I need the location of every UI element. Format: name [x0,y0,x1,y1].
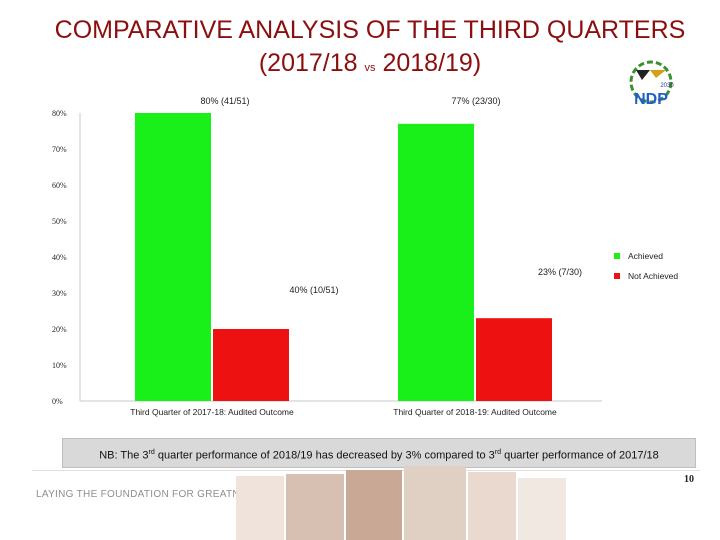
note-part-1: NB: The 3 [99,449,149,462]
data-label: 80% (41/51) [200,96,249,106]
collage-photo-6 [518,478,566,540]
collage-photo-2 [286,474,344,540]
y-tick-label: 40% [52,253,67,262]
bar-chart: 0% 10% 20% 30% 40% 50% 60% 70% 80% 80% (41/51) 40… [52,96,678,417]
bar-achieved-2 [398,123,474,402]
y-tick-label: 50% [52,217,67,226]
bar-achieved-1 [135,113,211,401]
note-part-2: quarter performance of 2018/19 has decre… [154,449,495,462]
legend-label: Achieved [628,251,663,261]
bar-not-achieved-1 [213,329,289,401]
title-line-1: COMPARATIVE ANALYSIS OF THE THIRD QUARTE… [54,16,686,44]
x-category-label: Third Quarter of 2018-19: Audited Outcom… [393,407,557,417]
y-tick-label: 30% [52,289,67,298]
y-tick-label: 60% [52,181,67,190]
y-tick-label: 20% [52,325,67,334]
data-label: 40% (10/51) [289,285,338,295]
data-label: 23% (7/30) [538,267,582,277]
collage-photo-3 [346,470,402,540]
title-period-b: 2018/19) [382,49,482,77]
title-line-2: (2017/18 vs 2018/19) [0,47,720,85]
slide-title: COMPARATIVE ANALYSIS OF THE THIRD QUARTE… [0,14,720,85]
note-sup-2: rd [494,449,502,456]
collage-photo-4 [404,466,466,540]
x-axis-categories: Third Quarter of 2017-18: Audited Outcom… [130,407,557,417]
logo-flag-black [636,70,650,80]
logo-flag-gold [650,70,666,78]
title-vs: vs [364,62,376,74]
legend-swatch [614,253,620,259]
legend-swatch [614,273,620,279]
legend-label: Not Achieved [628,271,678,281]
note-sup-1: rd [148,449,155,456]
data-labels: 80% (41/51) 40% (10/51) 77% (23/30) 23% (7/… [200,96,582,295]
y-tick-label: 10% [52,361,67,370]
x-category-label: Third Quarter of 2017-18: Audited Outcom… [130,407,294,417]
footnote-box: NB: The 3rd quarter performance of 2018/… [62,438,696,468]
y-tick-label: 80% [52,109,67,118]
page-number: 10 [684,474,694,485]
collage-photo-5 [468,472,516,540]
logo-ring [629,60,673,104]
data-label: 77% (23/30) [451,96,500,106]
ndp-logo: 2030 NDP [629,60,674,108]
logo-year: 2030 [660,83,674,89]
footer-tagline: LAYING THE FOUNDATION FOR GREATNESS [36,489,261,500]
bars [135,113,552,402]
collage-photo-1 [236,476,284,540]
legend: Achieved Not Achieved [614,251,678,281]
logo-text: NDP [634,91,668,108]
y-tick-label: 0% [52,397,63,406]
y-tick-label: 70% [52,145,67,154]
footer-photo-collage [236,466,566,540]
bar-not-achieved-2 [476,318,552,401]
title-period-a: (2017/18 [258,49,358,77]
note-part-3: quarter performance of 2017/18 [501,449,659,462]
